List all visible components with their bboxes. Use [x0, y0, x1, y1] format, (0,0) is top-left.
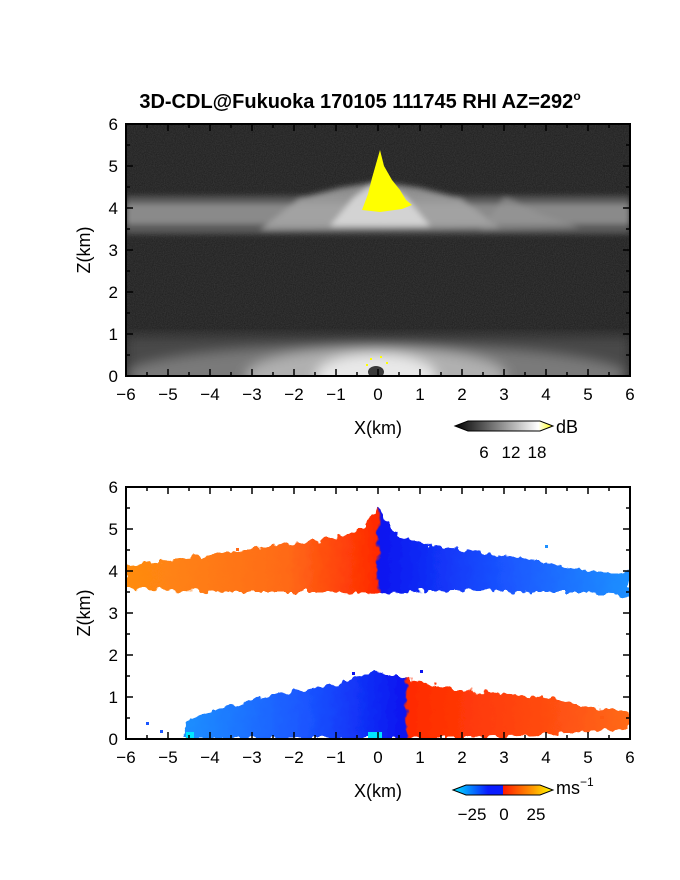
ms-tick-0: 0 — [499, 805, 508, 824]
velocity-y-tick-label: 1 — [109, 688, 118, 707]
velocity-y-tick-label: 5 — [109, 520, 118, 539]
reflectivity-x-tick-label: −5 — [158, 385, 177, 404]
upper-velocity-layer — [126, 508, 630, 596]
ms-tick-25: 25 — [527, 805, 546, 824]
ground-velocity-patch — [368, 732, 382, 738]
title-text: 3D-CDL@Fukuoka 170105 111745 RHI AZ=292 — [139, 91, 573, 113]
velocity-colorbar: ms−1 −25 0 25 — [451, 775, 594, 824]
velocity-plot-area — [126, 487, 630, 739]
reflectivity-x-tick-label: 0 — [373, 385, 382, 404]
velocity-x-tick-label: 5 — [583, 748, 592, 767]
velocity-x-tick-label: −4 — [200, 748, 219, 767]
ms-colorbar — [451, 784, 555, 796]
velocity-x-tick-label: 4 — [541, 748, 550, 767]
reflectivity-y-tick-label: 6 — [109, 115, 118, 134]
velocity-y-tick-label: 3 — [109, 604, 118, 623]
reflectivity-x-tick-label: 2 — [457, 385, 466, 404]
velocity-x-tick-label: 6 — [625, 748, 634, 767]
reflectivity-xlabel: X(km) — [354, 418, 402, 438]
reflectivity-core — [362, 150, 412, 212]
reflectivity-x-tick-label: −2 — [284, 385, 303, 404]
ms-unit-exponent: −1 — [580, 775, 594, 789]
velocity-outlier-pixels — [146, 545, 604, 733]
velocity-xlabel: X(km) — [354, 781, 402, 801]
reflectivity-x-tick-label: 6 — [625, 385, 634, 404]
lower-velocity-layer — [182, 672, 630, 738]
reflectivity-plot-area — [126, 124, 630, 376]
reflectivity-x-tick-label: 3 — [499, 385, 508, 404]
reflectivity-ylabel: Z(km) — [74, 227, 94, 274]
velocity-x-tick-label: 3 — [499, 748, 508, 767]
reflectivity-axes: −6 −5 −4 −3 −2 −1 0 1 2 3 4 5 6 0 1 2 3 4 5 6 — [109, 115, 635, 404]
velocity-x-tick-label: 2 — [457, 748, 466, 767]
reflectivity-y-tick-label: 5 — [109, 157, 118, 176]
reflectivity-x-tick-label: −6 — [116, 385, 135, 404]
velocity-ylabel: Z(km) — [74, 590, 94, 637]
dB-tick-12: 12 — [502, 443, 521, 462]
velocity-x-tick-label: −1 — [326, 748, 345, 767]
velocity-x-tick-label: −2 — [284, 748, 303, 767]
dB-unit-label: dB — [556, 417, 578, 437]
ms-unit-text: ms — [556, 778, 580, 798]
velocity-x-tick-label: 1 — [415, 748, 424, 767]
reflectivity-x-tick-label: −4 — [200, 385, 219, 404]
velocity-x-tick-label: −3 — [242, 748, 261, 767]
reflectivity-colorbar: dB 6 12 18 — [453, 417, 578, 462]
reflectivity-x-tick-label: 1 — [415, 385, 424, 404]
reflectivity-y-tick-label: 2 — [109, 283, 118, 302]
ground-clutter — [368, 366, 384, 376]
ms-tick-neg25: −25 — [458, 805, 487, 824]
chart-title: 3D-CDL@Fukuoka 170105 111745 RHI AZ=292o — [139, 89, 580, 113]
ms-unit-label: ms−1 — [556, 775, 594, 798]
reflectivity-x-tick-label: 4 — [541, 385, 550, 404]
dB-tick-18: 18 — [528, 443, 547, 462]
reflectivity-y-tick-label: 1 — [109, 325, 118, 344]
reflectivity-x-tick-label: 5 — [583, 385, 592, 404]
reflectivity-x-tick-label: −3 — [242, 385, 261, 404]
velocity-panel: −6 −5 −4 −3 −2 −1 0 1 2 3 4 5 6 0 1 2 3 4 5 6 X(km) Z(km) m… — [74, 478, 635, 824]
velocity-y-tick-label: 0 — [109, 730, 118, 749]
velocity-axes: −6 −5 −4 −3 −2 −1 0 1 2 3 4 5 6 0 1 2 3 4 5 6 — [109, 478, 635, 767]
dB-tick-6: 6 — [479, 443, 488, 462]
title-degree-mark: o — [573, 89, 580, 103]
velocity-x-tick-label: −5 — [158, 748, 177, 767]
velocity-x-tick-label: −6 — [116, 748, 135, 767]
velocity-y-tick-label: 6 — [109, 478, 118, 497]
reflectivity-y-tick-label: 3 — [109, 241, 118, 260]
reflectivity-x-tick-label: −1 — [326, 385, 345, 404]
velocity-y-tick-label: 4 — [109, 562, 118, 581]
velocity-x-tick-label: 0 — [373, 748, 382, 767]
low-level-speckles — [366, 356, 388, 366]
velocity-y-tick-label: 2 — [109, 646, 118, 665]
reflectivity-y-tick-label: 0 — [109, 367, 118, 386]
dB-colorbar — [453, 420, 555, 432]
reflectivity-y-tick-label: 4 — [109, 199, 118, 218]
